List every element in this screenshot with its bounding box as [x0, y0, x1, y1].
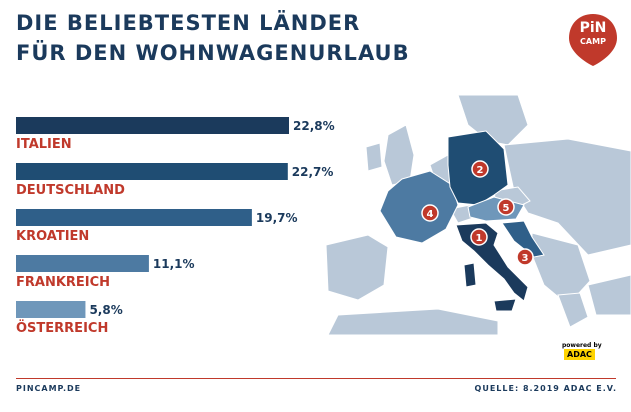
pincamp-logo[interactable]: [565, 12, 621, 68]
bar-deutschland: [16, 163, 288, 180]
bar-frankreich: [16, 255, 149, 272]
map-marker-1[interactable]: 1: [470, 228, 488, 246]
map-north-africa: [327, 308, 499, 335]
map-marker-4[interactable]: 4: [421, 204, 439, 222]
value-label-deutschland: 22,7%: [292, 165, 334, 179]
logo-text-line1: PiN: [579, 20, 607, 36]
svg-text:4: 4: [427, 209, 434, 220]
map-marker-5[interactable]: 5: [497, 198, 515, 216]
footer-divider: [16, 378, 616, 379]
bar-italien: [16, 117, 289, 134]
bar-österreich: [16, 301, 86, 318]
adac-logo: ADAC: [564, 349, 595, 360]
powered-by-adac-badge: powered byADAC: [562, 342, 631, 360]
europe-map: 1 2 3 4 5: [325, 95, 631, 335]
map-sicily: [493, 298, 517, 312]
value-label-kroatien: 19,7%: [256, 211, 298, 225]
value-label-frankreich: 11,1%: [153, 257, 195, 271]
category-label-kroatien: KROATIEN: [16, 229, 89, 244]
svg-text:3: 3: [522, 253, 529, 264]
value-label-italien: 22,8%: [293, 119, 335, 133]
logo-pin-shape: [569, 14, 617, 66]
map-sardinia: [463, 262, 477, 288]
chart-title: DIE BELIEBTESTEN LÄNDER FÜR DEN WOHNWAGE…: [16, 8, 410, 68]
footer-source: QUELLE: 8.2019 ADAC E.V.: [474, 384, 617, 393]
svg-text:2: 2: [477, 165, 484, 176]
category-label-italien: ITALIEN: [16, 137, 72, 152]
map-greece: [557, 292, 589, 328]
map-frankreich: [379, 170, 459, 244]
chart-title-line1: DIE BELIEBTESTEN LÄNDER: [16, 11, 361, 35]
powered-by-text: powered by: [562, 342, 602, 349]
map-marker-2[interactable]: 2: [471, 160, 489, 178]
map-iberia: [325, 234, 389, 301]
category-label-deutschland: DEUTSCHLAND: [16, 183, 125, 198]
svg-text:1: 1: [476, 233, 483, 244]
footer-website-link[interactable]: PINCAMP.DE: [16, 384, 82, 393]
value-label-österreich: 5,8%: [89, 303, 122, 317]
map-marker-3[interactable]: 3: [516, 248, 534, 266]
map-ireland: [365, 142, 383, 172]
map-base-countries: [325, 95, 631, 335]
category-label-österreich: ÖSTERREICH: [16, 320, 108, 336]
map-kroatien: [501, 220, 545, 258]
logo-text-line2: CAMP: [580, 37, 606, 46]
category-label-frankreich: FRANKREICH: [16, 275, 110, 290]
map-uk: [383, 124, 415, 186]
chart-title-line2: FÜR DEN WOHNWAGENURLAUB: [16, 41, 410, 65]
bar-kroatien: [16, 209, 252, 226]
svg-text:5: 5: [503, 203, 510, 214]
map-turkey: [587, 274, 631, 316]
